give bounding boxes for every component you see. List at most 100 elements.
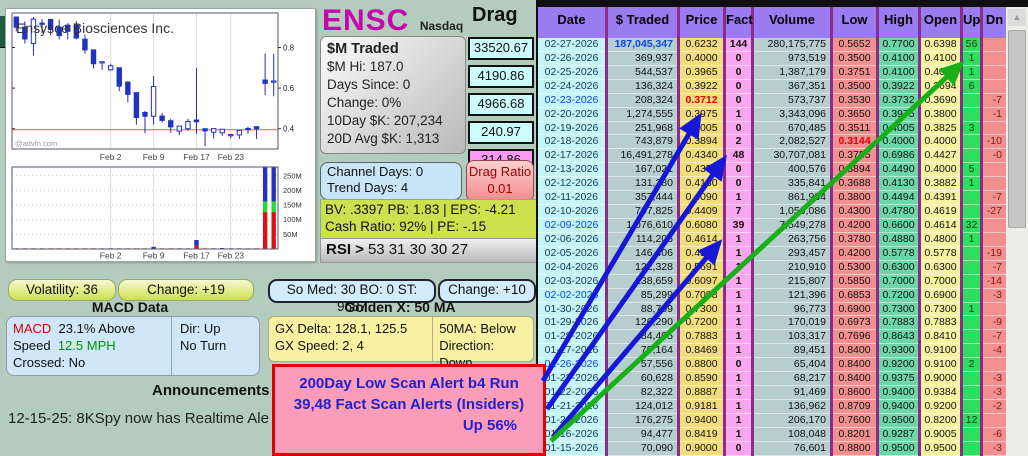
table-row[interactable]: 02-02-2026 85,299 0.7098 1 121,396 0.6853 0.72…: [538, 288, 1006, 303]
table-row[interactable]: 02-25-2026 544,537 0.3965 0 1,387,179 0.3751 0…: [538, 65, 1006, 80]
cell-u: [963, 386, 980, 400]
table-row[interactable]: 01-20-2026 176,275 0.9400 1 206,170 0.7600 0.9…: [538, 413, 1006, 428]
drag-value-2[interactable]: 4190.86: [468, 65, 534, 88]
cell-n: -6: [983, 427, 1006, 442]
cell-p: 0.3894: [680, 135, 723, 150]
table-row[interactable]: 02-27-2026 187,045,347 0.6232 144 280,175,77…: [538, 38, 1006, 52]
cell-f: 0: [726, 93, 751, 108]
volatility-button[interactable]: Volatility: 36: [8, 279, 116, 301]
column-header[interactable]: Price: [680, 7, 723, 38]
cell-o: 0.4800: [921, 232, 960, 247]
cell-o: 0.9500: [921, 441, 960, 456]
column-header[interactable]: Up: [963, 7, 980, 38]
cell-l: 0.3751: [833, 65, 876, 80]
cell-l: 0.6900: [833, 302, 876, 317]
cell-l: 0.3511: [833, 121, 876, 136]
cell-o: 0.6300: [921, 260, 960, 275]
cell-d: 02-02-2026: [538, 288, 605, 303]
drag-value-3[interactable]: 4966.68: [468, 93, 534, 116]
cell-o: 0.8410: [921, 330, 960, 345]
change-19-button[interactable]: Change: +19: [118, 279, 254, 301]
cell-t: 122,328: [608, 260, 677, 275]
table-row[interactable]: 02-24-2026 136,324 0.3922 0 367,351 0.3500 0.3…: [538, 79, 1006, 94]
drag-value-1[interactable]: 33520.67: [468, 37, 534, 60]
svg-text:Feb 17: Feb 17: [183, 152, 210, 162]
cell-o: 0.4100: [921, 51, 960, 66]
table-row[interactable]: 01-28-2026 84,405 0.7883 1 103,317 0.7696 0.86…: [538, 330, 1006, 345]
table-row[interactable]: 02-10-2026 707,825 0.4409 7 1,059,086 0.4300 0…: [538, 205, 1006, 219]
cell-l: 0.3650: [833, 107, 876, 122]
table-row[interactable]: 01-16-2026 94,477 0.8419 1 108,048 0.8201 0.92…: [538, 427, 1006, 442]
cell-n: -3: [983, 288, 1006, 303]
table-row[interactable]: 01-26-2026 57,556 0.8800 0 65,404 0.8400 0.920…: [538, 358, 1006, 373]
table-row[interactable]: 02-17-2026 16,491,278 0.4340 48 30,707,081 0.…: [538, 149, 1006, 164]
column-header[interactable]: Date: [538, 7, 605, 38]
table-row[interactable]: 02-09-2026 1,076,610 0.6080 39 7,549,278 0.42…: [538, 218, 1006, 233]
table-row[interactable]: 01-22-2026 82,322 0.8887 1 91,469 0.8600 0.940…: [538, 386, 1006, 400]
column-header[interactable]: High: [879, 7, 918, 38]
change-pct: Change: 0%: [327, 95, 402, 110]
cell-o: 0.3800: [921, 107, 960, 122]
cell-d: 01-26-2026: [538, 358, 605, 373]
so-med-button[interactable]: So Med: 30 BO: 0 ST: 9687: [268, 279, 436, 314]
scrollbar-thumb[interactable]: [1008, 30, 1026, 228]
table-row[interactable]: 01-29-2026 126,290 0.7200 1 170,019 0.6973 0.7…: [538, 316, 1006, 331]
table-row[interactable]: 01-27-2026 79,164 0.8469 1 89,451 0.8400 0.930…: [538, 344, 1006, 359]
column-header[interactable]: Volume: [754, 7, 830, 38]
column-header[interactable]: $ Traded: [608, 7, 677, 38]
cell-l: 0.4200: [833, 218, 876, 233]
cell-p: 0.7883: [680, 330, 723, 345]
drag-value-4[interactable]: 240.97: [468, 121, 534, 144]
cell-o: 0.9005: [921, 427, 960, 442]
cell-o: 0.3882: [921, 177, 960, 192]
column-header[interactable]: Low: [833, 7, 876, 38]
cell-t: 167,021: [608, 163, 677, 178]
table-row[interactable]: 02-19-2026 251,968 0.4005 0 670,485 0.3511 0.4…: [538, 121, 1006, 136]
drag-ratio-label: Drag Ratio: [468, 164, 532, 179]
cell-u: 12: [963, 413, 980, 428]
cell-v: 7,549,278: [754, 218, 830, 233]
cell-d: 01-28-2026: [538, 330, 605, 345]
table-row[interactable]: 01-15-2026 70,090 0.9000 0 76,601 0.8800 0.950…: [538, 441, 1006, 456]
cell-h: 0.4780: [879, 205, 918, 219]
announcements-header: Announcements: [152, 382, 270, 399]
cell-n: [983, 65, 1006, 80]
column-header[interactable]: Open: [921, 7, 960, 38]
macd-value: 23.1% Above: [58, 321, 136, 336]
table-row[interactable]: 02-06-2026 114,206 0.4614 1 263,756 0.3780 0.4…: [538, 232, 1006, 247]
cell-h: 0.6600: [879, 218, 918, 233]
table-row[interactable]: 02-23-2026 208,324 0.3712 0 573,737 0.3530 0.3…: [538, 93, 1006, 108]
table-row[interactable]: 02-13-2026 167,021 0.4355 0 400,576 0.3894 0.4…: [538, 163, 1006, 178]
cell-p: 0.4130: [680, 177, 723, 192]
cell-f: 0: [726, 79, 751, 94]
cell-n: [983, 121, 1006, 136]
table-row[interactable]: 02-05-2026 146,406 0.4550 1 293,457 0.4200 0.5…: [538, 246, 1006, 261]
ticker-symbol: ENSC: [322, 4, 410, 37]
table-row[interactable]: 02-03-2026 138,659 0.6097 1 215,807 0.5850 0.7…: [538, 274, 1006, 289]
table-row[interactable]: 01-21-2026 124,012 0.9181 1 136,962 0.8709 0.9…: [538, 399, 1006, 414]
cell-d: 02-20-2026: [538, 107, 605, 122]
svg-text:Feb 9: Feb 9: [143, 251, 165, 260]
table-row[interactable]: 02-04-2026 122,328 0.5691 1 210,910 0.5300 0.6…: [538, 260, 1006, 275]
cell-h: 0.4000: [879, 135, 918, 150]
table-row[interactable]: 02-18-2026 743,879 0.3894 2 2,082,527 0.3144 0…: [538, 135, 1006, 150]
scrollbar-up-icon[interactable]: ▲: [1008, 9, 1026, 26]
cell-f: 1: [726, 372, 751, 387]
cell-v: 136,962: [754, 399, 830, 414]
cell-v: 91,469: [754, 386, 830, 400]
cell-v: 335,841: [754, 177, 830, 192]
cell-u: [963, 441, 980, 456]
column-header[interactable]: Fact: [726, 7, 753, 38]
cell-p: 0.6080: [680, 218, 723, 233]
cell-t: 369,937: [608, 51, 677, 66]
table-row[interactable]: 01-23-2026 60,628 0.8590 1 68,217 0.8400 0.937…: [538, 372, 1006, 387]
table-row[interactable]: 02-12-2026 131,280 0.4130 0 335,841 0.3688 0.4…: [538, 177, 1006, 192]
table-row[interactable]: 01-30-2026 88,709 0.7300 1 96,773 0.6900 0.730…: [538, 302, 1006, 317]
table-row[interactable]: 02-20-2026 1,274,555 0.3975 1 3,343,096 0.365…: [538, 107, 1006, 122]
column-header[interactable]: Dn: [983, 7, 1006, 38]
table-row[interactable]: 02-26-2026 369,937 0.4000 0 973,519 0.3500 0.4…: [538, 51, 1006, 66]
table-scrollbar[interactable]: ▲: [1006, 0, 1028, 456]
table-row[interactable]: 02-11-2026 357,444 0.4090 1 861,934 0.3800 0.4…: [538, 191, 1006, 206]
change-10-button[interactable]: Change: +10: [438, 279, 536, 303]
